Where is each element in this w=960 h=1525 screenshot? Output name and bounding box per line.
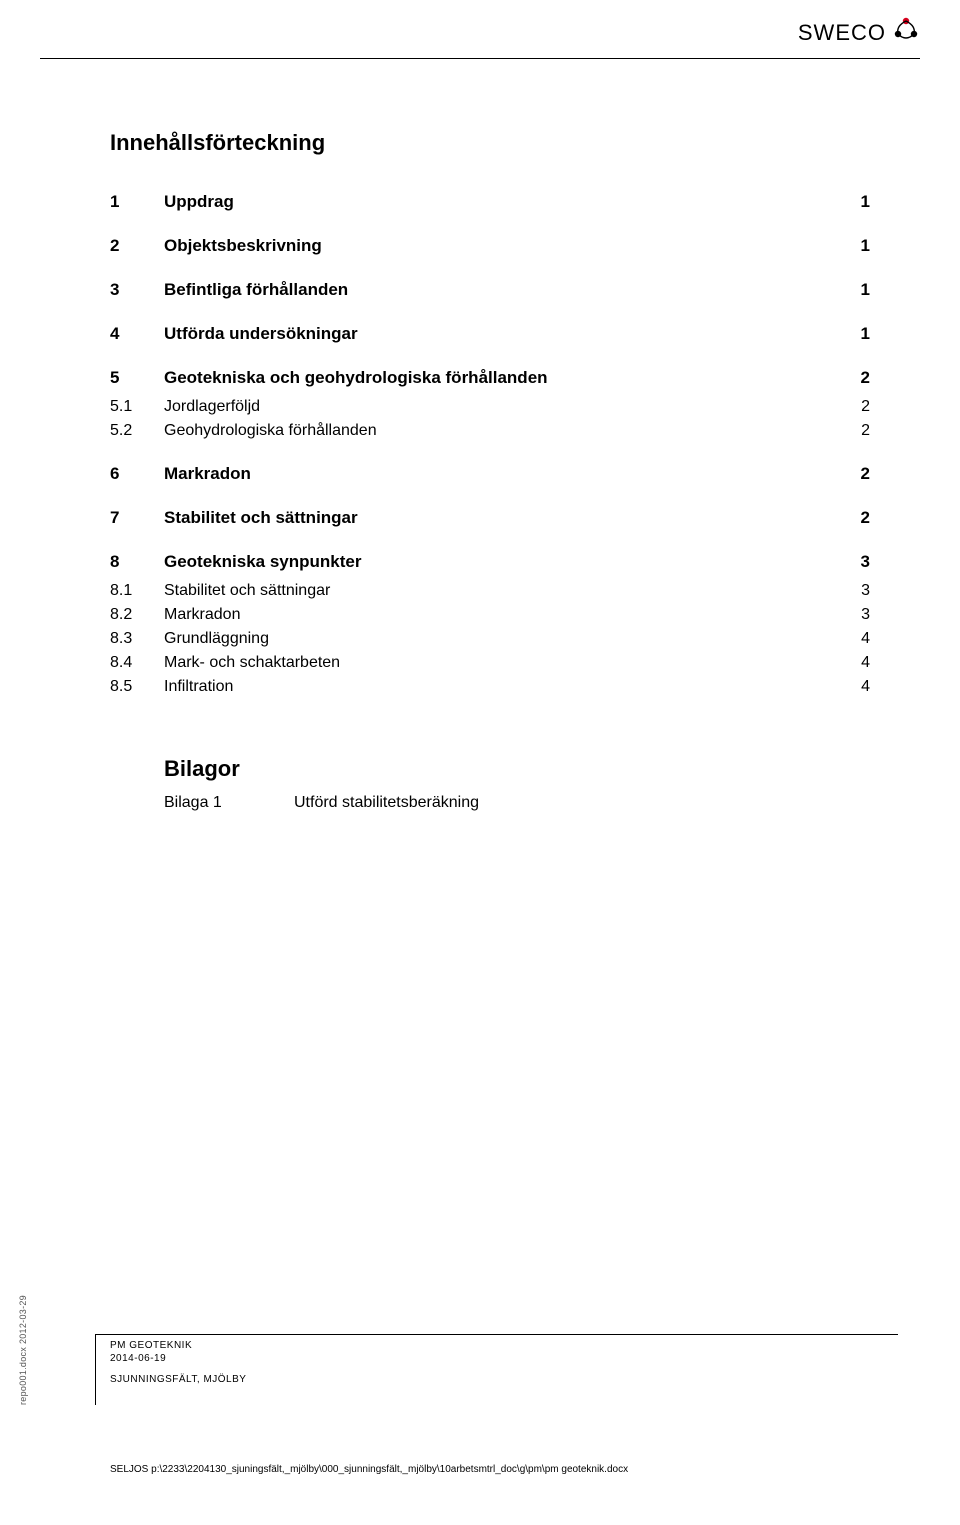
- toc-page: 2: [861, 464, 870, 484]
- toc-row: 8.1Stabilitet och sättningar 3: [110, 582, 870, 600]
- toc-row: 1Uppdrag1: [110, 192, 870, 212]
- toc-page: 4: [861, 654, 870, 672]
- toc-number: 4: [110, 324, 164, 344]
- toc-label: Infiltration: [164, 678, 233, 696]
- toc-number: 6: [110, 464, 164, 484]
- toc-page: 2: [861, 508, 870, 528]
- toc-row: 8.4Mark- och schaktarbeten 4: [110, 654, 870, 672]
- header-logo: SWECO: [798, 16, 920, 49]
- toc-number: 5.1: [110, 398, 164, 416]
- toc-left: 5.1Jordlagerföljd: [110, 398, 260, 416]
- toc-row: 4Utförda undersökningar 1: [110, 324, 870, 344]
- toc-row: 5.2Geohydrologiska förhållanden 2: [110, 422, 870, 440]
- toc-left: 5.2Geohydrologiska förhållanden: [110, 422, 377, 440]
- toc-left: 7Stabilitet och sättningar: [110, 508, 358, 528]
- toc-label: Markradon: [164, 606, 240, 624]
- toc-number: 2: [110, 236, 164, 256]
- footer-path: SELJOS p:\2233\2204130_sjuningsfält,_mjö…: [110, 1464, 628, 1475]
- side-rotated-text: repo001.docx 2012-03-29: [18, 1295, 28, 1405]
- toc-page: 2: [861, 368, 870, 388]
- toc-row: 3Befintliga förhållanden 1: [110, 280, 870, 300]
- toc-label: Uppdrag: [164, 192, 234, 212]
- toc-page: 4: [861, 630, 870, 648]
- toc-page: 1: [861, 192, 870, 212]
- toc-page: 1: [861, 324, 870, 344]
- attachment-row: Bilaga 1Utförd stabilitetsberäkning: [164, 794, 870, 812]
- toc-left: 8.2Markradon: [110, 606, 240, 624]
- toc-number: 7: [110, 508, 164, 528]
- toc-left: 8.1Stabilitet och sättningar: [110, 582, 330, 600]
- toc-page: 4: [861, 678, 870, 696]
- toc-left: 3Befintliga förhållanden: [110, 280, 348, 300]
- toc-row: 5.1Jordlagerföljd 2: [110, 398, 870, 416]
- toc-left: 8.4Mark- och schaktarbeten: [110, 654, 340, 672]
- toc-label: Geotekniska och geohydrologiska förhålla…: [164, 368, 548, 388]
- attachment-value: Utförd stabilitetsberäkning: [294, 794, 479, 812]
- toc-label: Markradon: [164, 464, 251, 484]
- toc-row: 5Geotekniska och geohydrologiska förhåll…: [110, 368, 870, 388]
- toc-number: 8.4: [110, 654, 164, 672]
- toc-left: 2Objektsbeskrivning: [110, 236, 322, 256]
- toc-row: 8.5Infiltration 4: [110, 678, 870, 696]
- header-rule: [40, 58, 920, 59]
- toc-row: 8.3Grundläggning 4: [110, 630, 870, 648]
- toc-label: Stabilitet och sättningar: [164, 508, 358, 528]
- toc-list: 1Uppdrag12Objektsbeskrivning13Befintliga…: [110, 192, 870, 696]
- toc-row: 8Geotekniska synpunkter 3: [110, 552, 870, 572]
- footer-vertical-bar: [95, 1335, 96, 1405]
- footer-doc-title: PM GEOTEKNIK: [110, 1340, 246, 1351]
- toc-left: 6Markradon: [110, 464, 251, 484]
- toc-left: 4Utförda undersökningar: [110, 324, 358, 344]
- toc-label: Jordlagerföljd: [164, 398, 260, 416]
- toc-row: 8.2Markradon 3: [110, 606, 870, 624]
- toc-row: 7Stabilitet och sättningar 2: [110, 508, 870, 528]
- footer-rule: [95, 1334, 898, 1335]
- toc-number: 5.2: [110, 422, 164, 440]
- toc-label: Mark- och schaktarbeten: [164, 654, 340, 672]
- footer-location: SJUNNINGSFÄLT, MJÖLBY: [110, 1374, 246, 1385]
- toc-left: 5Geotekniska och geohydrologiska förhåll…: [110, 368, 548, 388]
- page-title: Innehållsförteckning: [110, 130, 870, 156]
- toc-page: 3: [861, 552, 870, 572]
- logo-text: SWECO: [798, 20, 886, 46]
- toc-page: 3: [861, 582, 870, 600]
- toc-label: Objektsbeskrivning: [164, 236, 322, 256]
- toc-number: 8.2: [110, 606, 164, 624]
- toc-number: 5: [110, 368, 164, 388]
- footer-block: PM GEOTEKNIK 2014-06-19 SJUNNINGSFÄLT, M…: [110, 1340, 246, 1385]
- footer-date: 2014-06-19: [110, 1353, 246, 1364]
- toc-page: 2: [861, 398, 870, 416]
- toc-number: 1: [110, 192, 164, 212]
- toc-label: Grundläggning: [164, 630, 269, 648]
- toc-row: 6Markradon 2: [110, 464, 870, 484]
- toc-number: 8.5: [110, 678, 164, 696]
- toc-label: Stabilitet och sättningar: [164, 582, 330, 600]
- toc-page: 3: [861, 606, 870, 624]
- toc-left: 8Geotekniska synpunkter: [110, 552, 361, 572]
- toc-row: 2Objektsbeskrivning 1: [110, 236, 870, 256]
- toc-label: Geohydrologiska förhållanden: [164, 422, 377, 440]
- toc-page: 2: [861, 422, 870, 440]
- toc-label: Befintliga förhållanden: [164, 280, 348, 300]
- toc-number: 3: [110, 280, 164, 300]
- content-area: Innehållsförteckning 1Uppdrag12Objektsbe…: [110, 130, 870, 812]
- toc-page: 1: [861, 280, 870, 300]
- attachment-key: Bilaga 1: [164, 794, 294, 812]
- toc-number: 8: [110, 552, 164, 572]
- logo-icon: [892, 16, 920, 49]
- attachments-title: Bilagor: [164, 756, 870, 782]
- toc-left: 8.3Grundläggning: [110, 630, 269, 648]
- toc-label: Utförda undersökningar: [164, 324, 358, 344]
- toc-page: 1: [861, 236, 870, 256]
- toc-number: 8.3: [110, 630, 164, 648]
- toc-label: Geotekniska synpunkter: [164, 552, 361, 572]
- toc-number: 8.1: [110, 582, 164, 600]
- toc-left: 8.5Infiltration: [110, 678, 233, 696]
- toc-left: 1Uppdrag: [110, 192, 234, 212]
- attachments-list: Bilaga 1Utförd stabilitetsberäkning: [110, 794, 870, 812]
